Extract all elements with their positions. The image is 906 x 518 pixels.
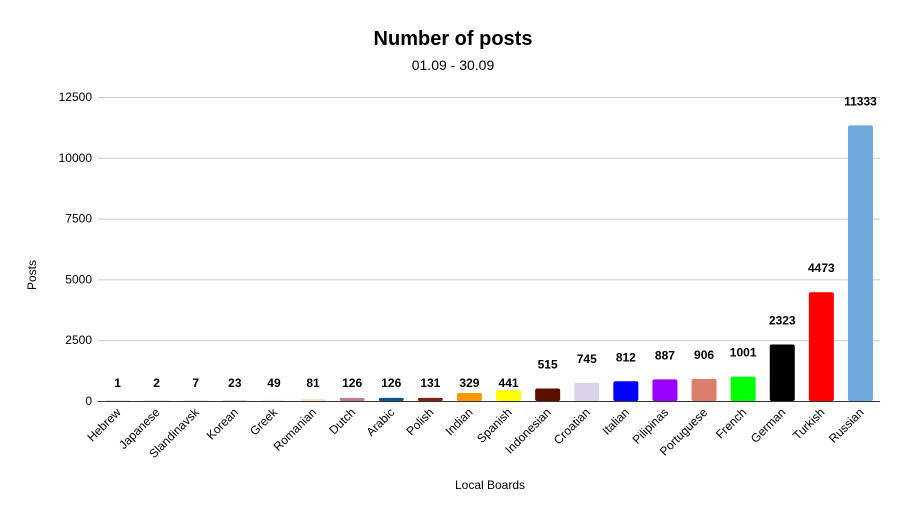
bar-russian (847, 125, 873, 401)
bar-portuguese (691, 378, 717, 401)
x-tick-label: German (748, 405, 789, 446)
data-labels: 1 2 7 23 49 81 126 126 131 329 441 515 745 812 887 906 1… (114, 94, 877, 390)
data-label: 126 (342, 376, 362, 390)
bar-spanish (496, 390, 522, 401)
data-label: 812 (616, 350, 636, 364)
x-tick-label: Korean (204, 405, 241, 442)
bar-french (730, 376, 756, 401)
bar-croatian (574, 382, 600, 401)
x-tick-label: Romanian (271, 405, 320, 454)
bar-indian (456, 392, 482, 401)
bar-korean (222, 400, 248, 401)
y-axis-ticks: 0 2500 5000 7500 10000 12500 (59, 90, 93, 408)
bar-hebrew (105, 400, 131, 401)
data-label: 441 (499, 376, 519, 390)
x-tick-label: Italian (599, 405, 632, 438)
bar-italian (613, 381, 639, 401)
bar-dutch (339, 397, 365, 401)
data-label: 2323 (769, 314, 796, 328)
data-label: 49 (267, 376, 281, 390)
chart-subtitle: 01.09 - 30.09 (412, 57, 495, 73)
data-label: 126 (381, 376, 401, 390)
data-label: 23 (228, 376, 242, 390)
bar-pilipinas (652, 379, 678, 401)
x-tick-label: Indian (443, 405, 476, 438)
bar-greek (261, 399, 287, 401)
data-label: 2 (153, 376, 160, 390)
x-tick-label: Arabic (363, 405, 397, 439)
x-tick-label: Dutch (326, 405, 358, 437)
x-tick-label: Russian (826, 405, 867, 446)
y-axis-label: Posts (25, 260, 39, 290)
data-label: 1 (114, 376, 121, 390)
data-label: 329 (459, 376, 479, 390)
y-tick-label: 7500 (65, 212, 92, 226)
bar-german (769, 344, 795, 401)
bar-indonesian (535, 388, 561, 401)
x-tick-label: French (713, 405, 749, 441)
data-label: 11333 (844, 94, 877, 108)
y-tick-label: 12500 (59, 90, 93, 104)
bar-turkish (808, 292, 834, 401)
bar-slandinavsk (183, 400, 209, 401)
data-label: 1001 (730, 346, 757, 360)
y-tick-label: 5000 (65, 272, 92, 286)
x-tick-label: Hebrew (85, 405, 124, 444)
bar-japanese (144, 400, 170, 401)
x-axis-label: Local Boards (455, 478, 525, 492)
data-label: 906 (694, 348, 714, 362)
y-tick-label: 2500 (65, 333, 92, 347)
bar-romanian (300, 399, 326, 401)
bars (105, 125, 873, 401)
chart-title: Number of posts (374, 28, 533, 50)
x-tick-label: Croatian (551, 405, 593, 447)
gridlines (98, 97, 880, 342)
data-label: 131 (420, 376, 440, 390)
data-label: 745 (577, 352, 597, 366)
y-tick-label: 10000 (59, 151, 93, 165)
x-tick-label: Greek (247, 405, 281, 439)
data-label: 81 (306, 376, 320, 390)
data-label: 7 (192, 376, 199, 390)
data-label: 4473 (808, 261, 835, 275)
data-label: 515 (538, 357, 558, 371)
data-label: 887 (655, 348, 675, 362)
bar-arabic (378, 397, 404, 401)
x-tick-label: Polish (403, 405, 436, 438)
x-tick-label: Turkish (790, 405, 827, 442)
y-tick-label: 0 (85, 394, 92, 408)
bar-polish (417, 397, 443, 401)
